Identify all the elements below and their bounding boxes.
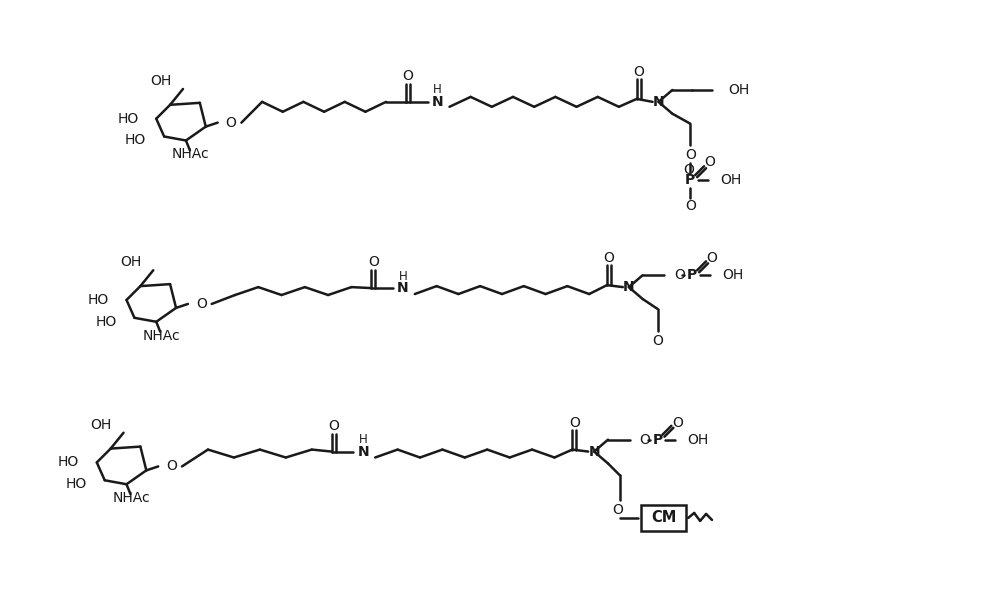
Text: O: O — [196, 297, 207, 311]
Text: H: H — [433, 83, 442, 97]
Text: O: O — [707, 252, 717, 265]
Text: OH: OH — [728, 83, 749, 97]
Text: NHAc: NHAc — [113, 491, 150, 505]
Text: O: O — [640, 433, 651, 446]
Text: HO: HO — [125, 134, 146, 147]
Text: O: O — [685, 199, 696, 213]
Text: OH: OH — [90, 418, 112, 432]
Text: HO: HO — [58, 455, 79, 470]
Text: H: H — [359, 433, 368, 446]
Text: O: O — [166, 460, 177, 473]
Text: O: O — [368, 255, 379, 269]
Text: H: H — [399, 270, 407, 283]
Text: O: O — [674, 268, 685, 283]
Text: O: O — [402, 69, 413, 83]
Text: O: O — [604, 252, 614, 265]
Text: NHAc: NHAc — [142, 328, 180, 343]
Text: OH: OH — [720, 173, 741, 187]
Text: O: O — [705, 156, 715, 169]
Text: O: O — [683, 163, 694, 177]
Text: OH: OH — [722, 268, 743, 283]
Text: HO: HO — [95, 315, 117, 329]
Text: OH: OH — [150, 74, 171, 88]
Text: N: N — [432, 95, 443, 109]
Text: N: N — [397, 281, 409, 295]
Text: P: P — [687, 268, 697, 283]
Text: N: N — [623, 280, 635, 294]
Text: HO: HO — [66, 477, 87, 491]
Text: N: N — [588, 445, 600, 458]
Text: P: P — [685, 173, 695, 187]
Text: O: O — [633, 65, 644, 79]
Text: O: O — [652, 334, 663, 347]
Text: P: P — [652, 433, 663, 446]
Text: O: O — [685, 148, 696, 162]
Text: N: N — [357, 445, 369, 458]
Text: O: O — [672, 416, 683, 430]
Text: OH: OH — [687, 433, 708, 446]
Text: O: O — [612, 503, 623, 517]
Text: O: O — [328, 419, 339, 433]
Text: HO: HO — [87, 293, 109, 307]
Text: CM: CM — [651, 510, 676, 526]
Text: O: O — [569, 416, 580, 430]
Text: NHAc: NHAc — [172, 147, 210, 162]
Text: N: N — [653, 95, 664, 109]
Text: O: O — [226, 116, 236, 130]
Text: HO: HO — [117, 111, 138, 126]
Text: OH: OH — [120, 255, 141, 269]
